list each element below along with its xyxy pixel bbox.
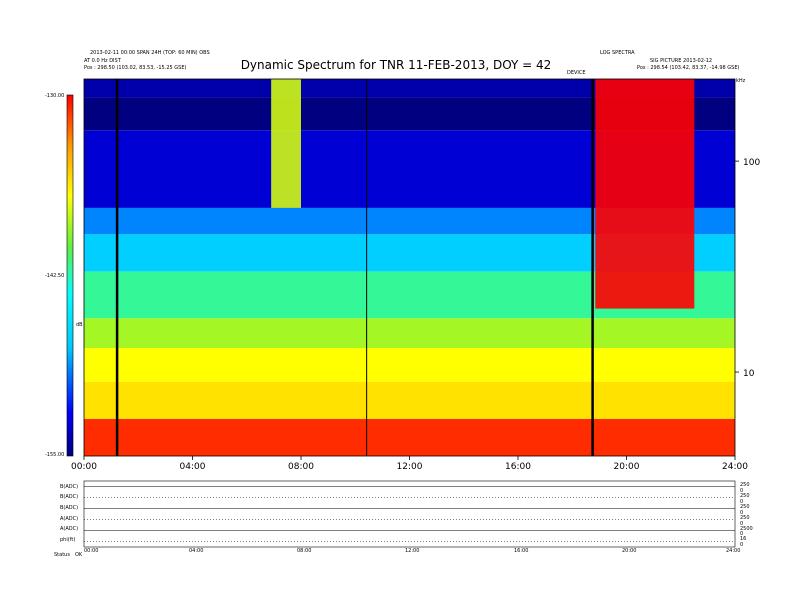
hk-right-value-10: 0 bbox=[740, 531, 744, 537]
hk-right-value-2: 0 bbox=[740, 488, 744, 494]
hk-time-label-4: 12:00 bbox=[405, 548, 420, 554]
heatmap-band-10 bbox=[84, 79, 735, 98]
hk-row-label-3: B(ADC) bbox=[60, 505, 79, 511]
hk-row-label-5: A(ADC) bbox=[60, 526, 79, 532]
x-tick-label-1: 00:00 bbox=[71, 462, 97, 472]
header-device-label: DEVICE bbox=[567, 70, 586, 76]
heatmap-event-2 bbox=[271, 79, 301, 208]
hk-time-label-1: 00:00 bbox=[84, 548, 99, 554]
x-tick-label-6: 20:00 bbox=[614, 462, 640, 472]
heatmap-band-2 bbox=[84, 381, 735, 419]
heatmap-band-1 bbox=[84, 418, 735, 456]
hk-right-value-12: 0 bbox=[740, 542, 744, 548]
header-info-right-3: Pos : 298.54 (103.42, 83.37, -14.98 GSE) bbox=[637, 65, 740, 71]
heatmap-band-3 bbox=[84, 348, 735, 382]
colorbar-bottom-label: -155.00 bbox=[45, 452, 65, 458]
x-tick-label-3: 08:00 bbox=[288, 462, 314, 472]
y-axis: 100 10 bbox=[735, 158, 760, 379]
header-info-right-2: SIG PICTURE 2013-02-12 bbox=[650, 58, 713, 64]
colorbar bbox=[66, 94, 74, 457]
hk-right-value-7: 250 bbox=[740, 515, 750, 521]
hk-right-value-11: 16 bbox=[740, 536, 747, 542]
colorbar-axis-label: dB bbox=[76, 322, 83, 328]
hk-right-value-4: 0 bbox=[740, 499, 744, 505]
hk-time-label-3: 08:00 bbox=[297, 548, 312, 554]
header-info-left-3: Pos : 298.50 (103.02, 83.53, -15.25 GSE) bbox=[84, 65, 187, 71]
x-tick-label-2: 04:00 bbox=[180, 462, 206, 472]
colorbar-mid-label: -142.50 bbox=[45, 273, 65, 279]
data-gaps bbox=[115, 79, 594, 456]
hk-right-value-1: 250 bbox=[740, 482, 750, 488]
colorbar-top-label: -130.00 bbox=[45, 93, 65, 99]
colorbar-gradient bbox=[67, 95, 73, 456]
header-info-left-2: AT 0.0 Hz DIST bbox=[84, 58, 121, 64]
heatmap-band-4 bbox=[84, 318, 735, 349]
hk-right-value-9: 2500 bbox=[740, 526, 753, 532]
header-info-right-1: LOG SPECTRA bbox=[600, 50, 635, 56]
hk-right-value-6: 0 bbox=[740, 510, 744, 516]
hk-right-value-8: 0 bbox=[740, 521, 744, 527]
x-tick-label-7: 24:00 bbox=[722, 462, 748, 472]
hk-row-label-1: B(ADC) bbox=[60, 484, 79, 490]
housekeeping-panel bbox=[83, 480, 736, 548]
chart-title: Dynamic Spectrum for TNR 11-FEB-2013, DO… bbox=[240, 58, 552, 72]
heatmap-event-1 bbox=[595, 79, 695, 309]
y-tick-label-2: 10 bbox=[743, 369, 755, 379]
header-info-left-1: 2013-02-11 00:00 SPAN 24H (TOP: 60 MIN) … bbox=[90, 50, 210, 56]
x-tick-label-4: 12:00 bbox=[397, 462, 423, 472]
housekeeping-frame bbox=[83, 480, 736, 548]
hk-time-label-5: 16:00 bbox=[514, 548, 529, 554]
colorbar-frame bbox=[66, 94, 74, 457]
x-tick-label-5: 16:00 bbox=[505, 462, 531, 472]
x-axis: 00:00 04:00 08:00 12:00 16:00 20:00 24:00 bbox=[71, 456, 748, 472]
hk-footer-value: OK bbox=[75, 552, 83, 558]
hk-row-label-4: A(ADC) bbox=[60, 516, 79, 522]
hk-row-label-2: B(ADC) bbox=[60, 494, 79, 500]
hk-footer-label: Status bbox=[54, 552, 70, 558]
hk-right-value-5: 250 bbox=[740, 504, 750, 510]
hk-time-label-6: 20:00 bbox=[622, 548, 637, 554]
heatmap bbox=[84, 79, 735, 456]
y-tick-label-1: 100 bbox=[743, 158, 760, 168]
header-khz-label: kHz bbox=[736, 78, 746, 84]
hk-row-label-6: phi(ft) bbox=[60, 537, 76, 543]
hk-time-label-2: 04:00 bbox=[189, 548, 204, 554]
hk-time-label-7: 24:00 bbox=[726, 548, 741, 554]
hk-right-value-3: 250 bbox=[740, 493, 750, 499]
